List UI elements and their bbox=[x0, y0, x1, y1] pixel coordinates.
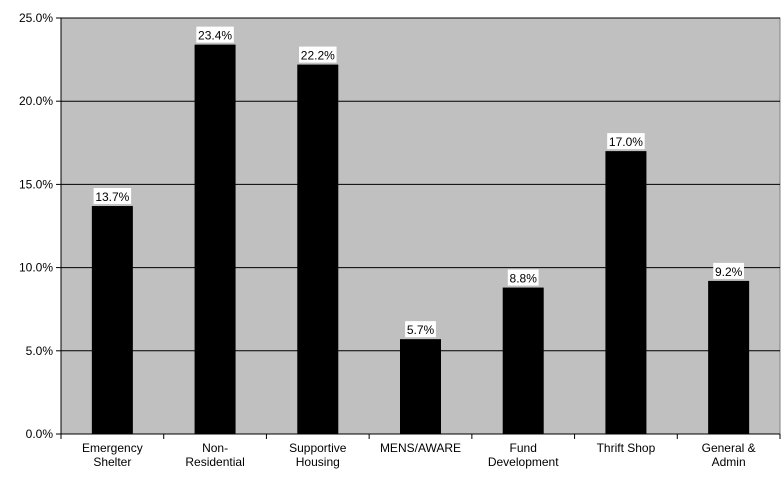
y-tick-label: 0.0% bbox=[26, 427, 54, 441]
y-tick-label: 10.0% bbox=[19, 261, 53, 275]
x-tick-label: Non-Residential bbox=[185, 441, 244, 469]
bar bbox=[194, 44, 236, 435]
x-tick-label: Thrift Shop bbox=[597, 441, 656, 455]
data-label: 17.0% bbox=[609, 135, 643, 149]
y-tick-label: 5.0% bbox=[26, 344, 54, 358]
bar bbox=[91, 206, 133, 434]
bar bbox=[605, 151, 647, 434]
data-label: 22.2% bbox=[301, 49, 335, 63]
data-label-background bbox=[196, 26, 234, 43]
y-tick-label: 25.0% bbox=[19, 11, 53, 25]
y-axis: 0.0% 5.0% 10.0% 15.0% 20.0% 25.0% bbox=[19, 11, 62, 441]
x-tick-label: General & Admin bbox=[702, 441, 756, 469]
bar bbox=[297, 64, 339, 434]
x-tick-label: MENS/AWARE bbox=[380, 441, 461, 455]
data-label-background bbox=[507, 269, 539, 286]
data-labels: 13.7% 23.4% 22.2% 5.7% 8.8% 17.0% 9.2% bbox=[93, 26, 745, 338]
data-label: 5.7% bbox=[407, 323, 435, 337]
y-tick-label: 20.0% bbox=[19, 94, 53, 108]
bars bbox=[91, 44, 750, 435]
data-label-background bbox=[713, 262, 745, 279]
data-label-background bbox=[607, 133, 645, 150]
bar bbox=[502, 287, 544, 434]
data-label-background bbox=[299, 46, 337, 63]
x-tick-label: Supportive Housing bbox=[289, 441, 347, 469]
x-tick-label: Emergency Shelter bbox=[82, 441, 143, 469]
data-label: 23.4% bbox=[198, 29, 232, 43]
bar bbox=[400, 339, 441, 434]
x-tick-label: Fund Development bbox=[488, 441, 559, 469]
data-label: 8.8% bbox=[510, 272, 538, 286]
gridlines bbox=[61, 17, 780, 352]
data-label-background bbox=[405, 321, 436, 338]
y-tick-label: 15.0% bbox=[19, 177, 53, 191]
bar bbox=[708, 280, 750, 434]
data-label-background bbox=[93, 188, 132, 205]
data-label: 9.2% bbox=[715, 265, 743, 279]
x-axis: Emergency Shelter Non-Residential Supportiv… bbox=[60, 433, 781, 469]
data-label: 13.7% bbox=[95, 190, 129, 204]
